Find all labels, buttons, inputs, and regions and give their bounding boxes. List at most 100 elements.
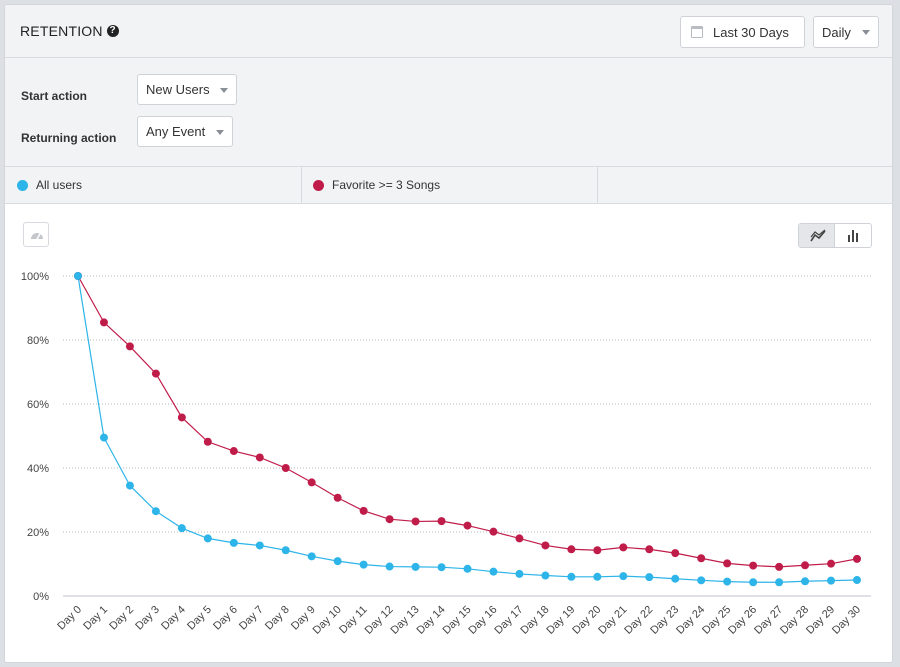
x-tick-label: Day 5 <box>185 604 214 633</box>
data-point <box>411 562 420 571</box>
data-point <box>307 552 316 561</box>
chevron-down-icon <box>862 30 870 35</box>
data-point <box>333 493 342 502</box>
start-action-dropdown[interactable]: New Users <box>137 74 237 105</box>
y-tick-label: 40% <box>27 463 49 475</box>
chart-type-toggle <box>798 223 872 248</box>
data-point <box>99 318 108 327</box>
data-point <box>541 571 550 580</box>
data-point <box>359 560 368 569</box>
y-tick-label: 20% <box>27 527 49 539</box>
data-point <box>749 578 758 587</box>
data-point <box>775 578 784 587</box>
data-point <box>74 272 82 280</box>
chevron-down-icon <box>216 130 224 135</box>
panel-header: RETENTION ? Last 30 Days Daily <box>5 5 892 58</box>
data-point <box>281 546 290 555</box>
x-tick-label: Day 2 <box>107 604 136 633</box>
chart-area <box>5 204 892 662</box>
data-point <box>385 515 394 524</box>
returning-action-label: Returning action <box>21 131 117 145</box>
legend-divider <box>597 167 598 203</box>
x-tick-label: Day 6 <box>211 604 240 633</box>
gauge-icon[interactable] <box>23 222 49 247</box>
page-title: RETENTION ? <box>20 23 119 39</box>
data-point <box>177 413 186 422</box>
data-point <box>203 437 212 446</box>
data-point <box>255 541 264 550</box>
data-point <box>489 527 498 536</box>
data-point <box>333 557 342 566</box>
title-text: RETENTION <box>20 23 103 39</box>
legend-divider <box>301 167 302 203</box>
date-range-label: Last 30 Days <box>713 24 789 40</box>
x-tick-label: Day 30 <box>830 604 863 637</box>
interval-dropdown[interactable]: Daily <box>813 16 879 48</box>
x-tick-label: Day 4 <box>159 604 188 633</box>
x-tick-label: Day 7 <box>237 604 266 633</box>
data-point <box>359 506 368 515</box>
interval-label: Daily <box>822 24 851 40</box>
data-point <box>723 559 732 568</box>
data-point <box>567 572 576 581</box>
line-chart-icon[interactable] <box>799 224 836 247</box>
data-point <box>593 546 602 555</box>
x-tick-label: Day 0 <box>55 604 84 633</box>
legend-bar: All users Favorite >= 3 Songs <box>5 167 892 204</box>
data-point <box>567 545 576 554</box>
date-range-button[interactable]: Last 30 Days <box>680 16 805 48</box>
data-point <box>463 521 472 530</box>
data-point <box>307 478 316 487</box>
data-point <box>437 563 446 572</box>
y-tick-label: 80% <box>27 335 49 347</box>
data-point <box>255 453 264 462</box>
data-point <box>645 545 654 554</box>
data-point <box>515 569 524 578</box>
data-point <box>437 517 446 526</box>
data-point <box>229 538 238 547</box>
legend-dot <box>17 179 28 191</box>
data-point <box>99 433 108 442</box>
data-point <box>697 576 706 585</box>
bar-chart-icon[interactable] <box>835 224 871 247</box>
data-point <box>775 562 784 571</box>
chevron-down-icon <box>220 88 228 93</box>
question-circle-icon[interactable]: ? <box>106 25 119 37</box>
data-point <box>827 576 836 585</box>
data-point <box>541 541 550 550</box>
y-tick-label: 100% <box>21 271 49 283</box>
data-point <box>489 567 498 576</box>
returning-action-dropdown[interactable]: Any Event <box>137 116 233 147</box>
legend-label: Favorite >= 3 Songs <box>332 178 441 192</box>
data-point <box>697 554 706 563</box>
legend-item-all-users[interactable]: All users <box>17 167 82 203</box>
retention-panel: RETENTION ? Last 30 Days Daily Start act… <box>4 4 893 663</box>
data-point <box>671 549 680 558</box>
data-point <box>151 507 160 516</box>
data-point <box>411 517 420 526</box>
data-point <box>801 561 810 570</box>
calendar-icon <box>691 26 703 38</box>
data-point <box>619 572 628 581</box>
data-point <box>671 574 680 583</box>
data-point <box>853 554 861 563</box>
x-tick-label: Day 1 <box>81 604 110 633</box>
start-action-value: New Users <box>146 82 210 97</box>
legend-item-favorite[interactable]: Favorite >= 3 Songs <box>313 167 440 203</box>
legend-dot <box>313 179 324 191</box>
data-point <box>463 564 472 573</box>
x-tick-label: Day 3 <box>133 604 162 633</box>
data-point <box>125 342 134 351</box>
y-tick-label: 0% <box>33 591 49 603</box>
data-point <box>515 534 524 543</box>
data-point <box>827 559 836 568</box>
filters-section: Start action New Users Returning action … <box>5 58 892 167</box>
x-tick-label: Day 10 <box>311 604 344 637</box>
data-point <box>177 524 186 533</box>
data-point <box>801 577 810 586</box>
data-point <box>723 577 732 586</box>
data-point <box>203 534 212 543</box>
start-action-label: Start action <box>21 89 88 103</box>
legend-label: All users <box>36 178 83 192</box>
